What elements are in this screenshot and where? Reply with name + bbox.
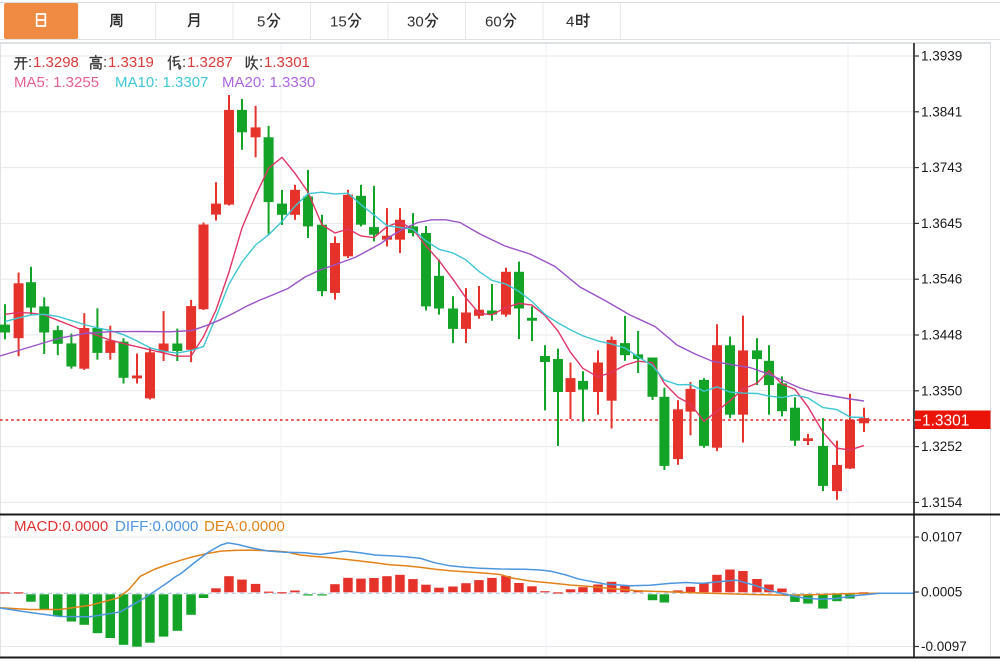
svg-text:4: 4 <box>566 14 574 31</box>
svg-text:1.3939: 1.3939 <box>921 49 962 64</box>
svg-text:MA10: 1.3307: MA10: 1.3307 <box>115 74 208 91</box>
svg-text:1.3252: 1.3252 <box>921 439 962 454</box>
svg-text:DEA:0.0000: DEA:0.0000 <box>204 518 285 535</box>
svg-text:MA5: 1.3255: MA5: 1.3255 <box>14 74 99 91</box>
svg-text:1.3841: 1.3841 <box>921 104 962 119</box>
svg-text::: : <box>182 54 186 71</box>
svg-text:DIFF:0.0000: DIFF:0.0000 <box>115 518 198 535</box>
svg-text:0.0005: 0.0005 <box>921 585 962 600</box>
svg-text:1.3287: 1.3287 <box>187 54 233 71</box>
svg-text:1.3546: 1.3546 <box>921 272 962 287</box>
svg-text:MA20: 1.3330: MA20: 1.3330 <box>222 74 315 91</box>
svg-text:1.3350: 1.3350 <box>921 383 962 398</box>
svg-text:5: 5 <box>257 14 265 31</box>
svg-text:30: 30 <box>407 14 424 31</box>
svg-text:1.3154: 1.3154 <box>921 495 963 510</box>
svg-text:1.3743: 1.3743 <box>921 160 962 175</box>
svg-text:MACD:0.0000: MACD:0.0000 <box>14 518 108 535</box>
svg-text::: : <box>28 54 32 71</box>
svg-text:1.3319: 1.3319 <box>108 54 154 71</box>
svg-text:0.0107: 0.0107 <box>921 530 962 545</box>
svg-text:15: 15 <box>330 14 347 31</box>
svg-text:1.3448: 1.3448 <box>921 328 962 343</box>
svg-text:60: 60 <box>485 14 502 31</box>
svg-text:1.3301: 1.3301 <box>922 413 969 430</box>
svg-text:1.3301: 1.3301 <box>264 54 310 71</box>
svg-text:1.3298: 1.3298 <box>33 54 79 71</box>
svg-text::: : <box>103 54 107 71</box>
svg-text:-0.0097: -0.0097 <box>921 639 967 654</box>
svg-text::: : <box>259 54 263 71</box>
svg-text:1.3645: 1.3645 <box>921 216 962 231</box>
